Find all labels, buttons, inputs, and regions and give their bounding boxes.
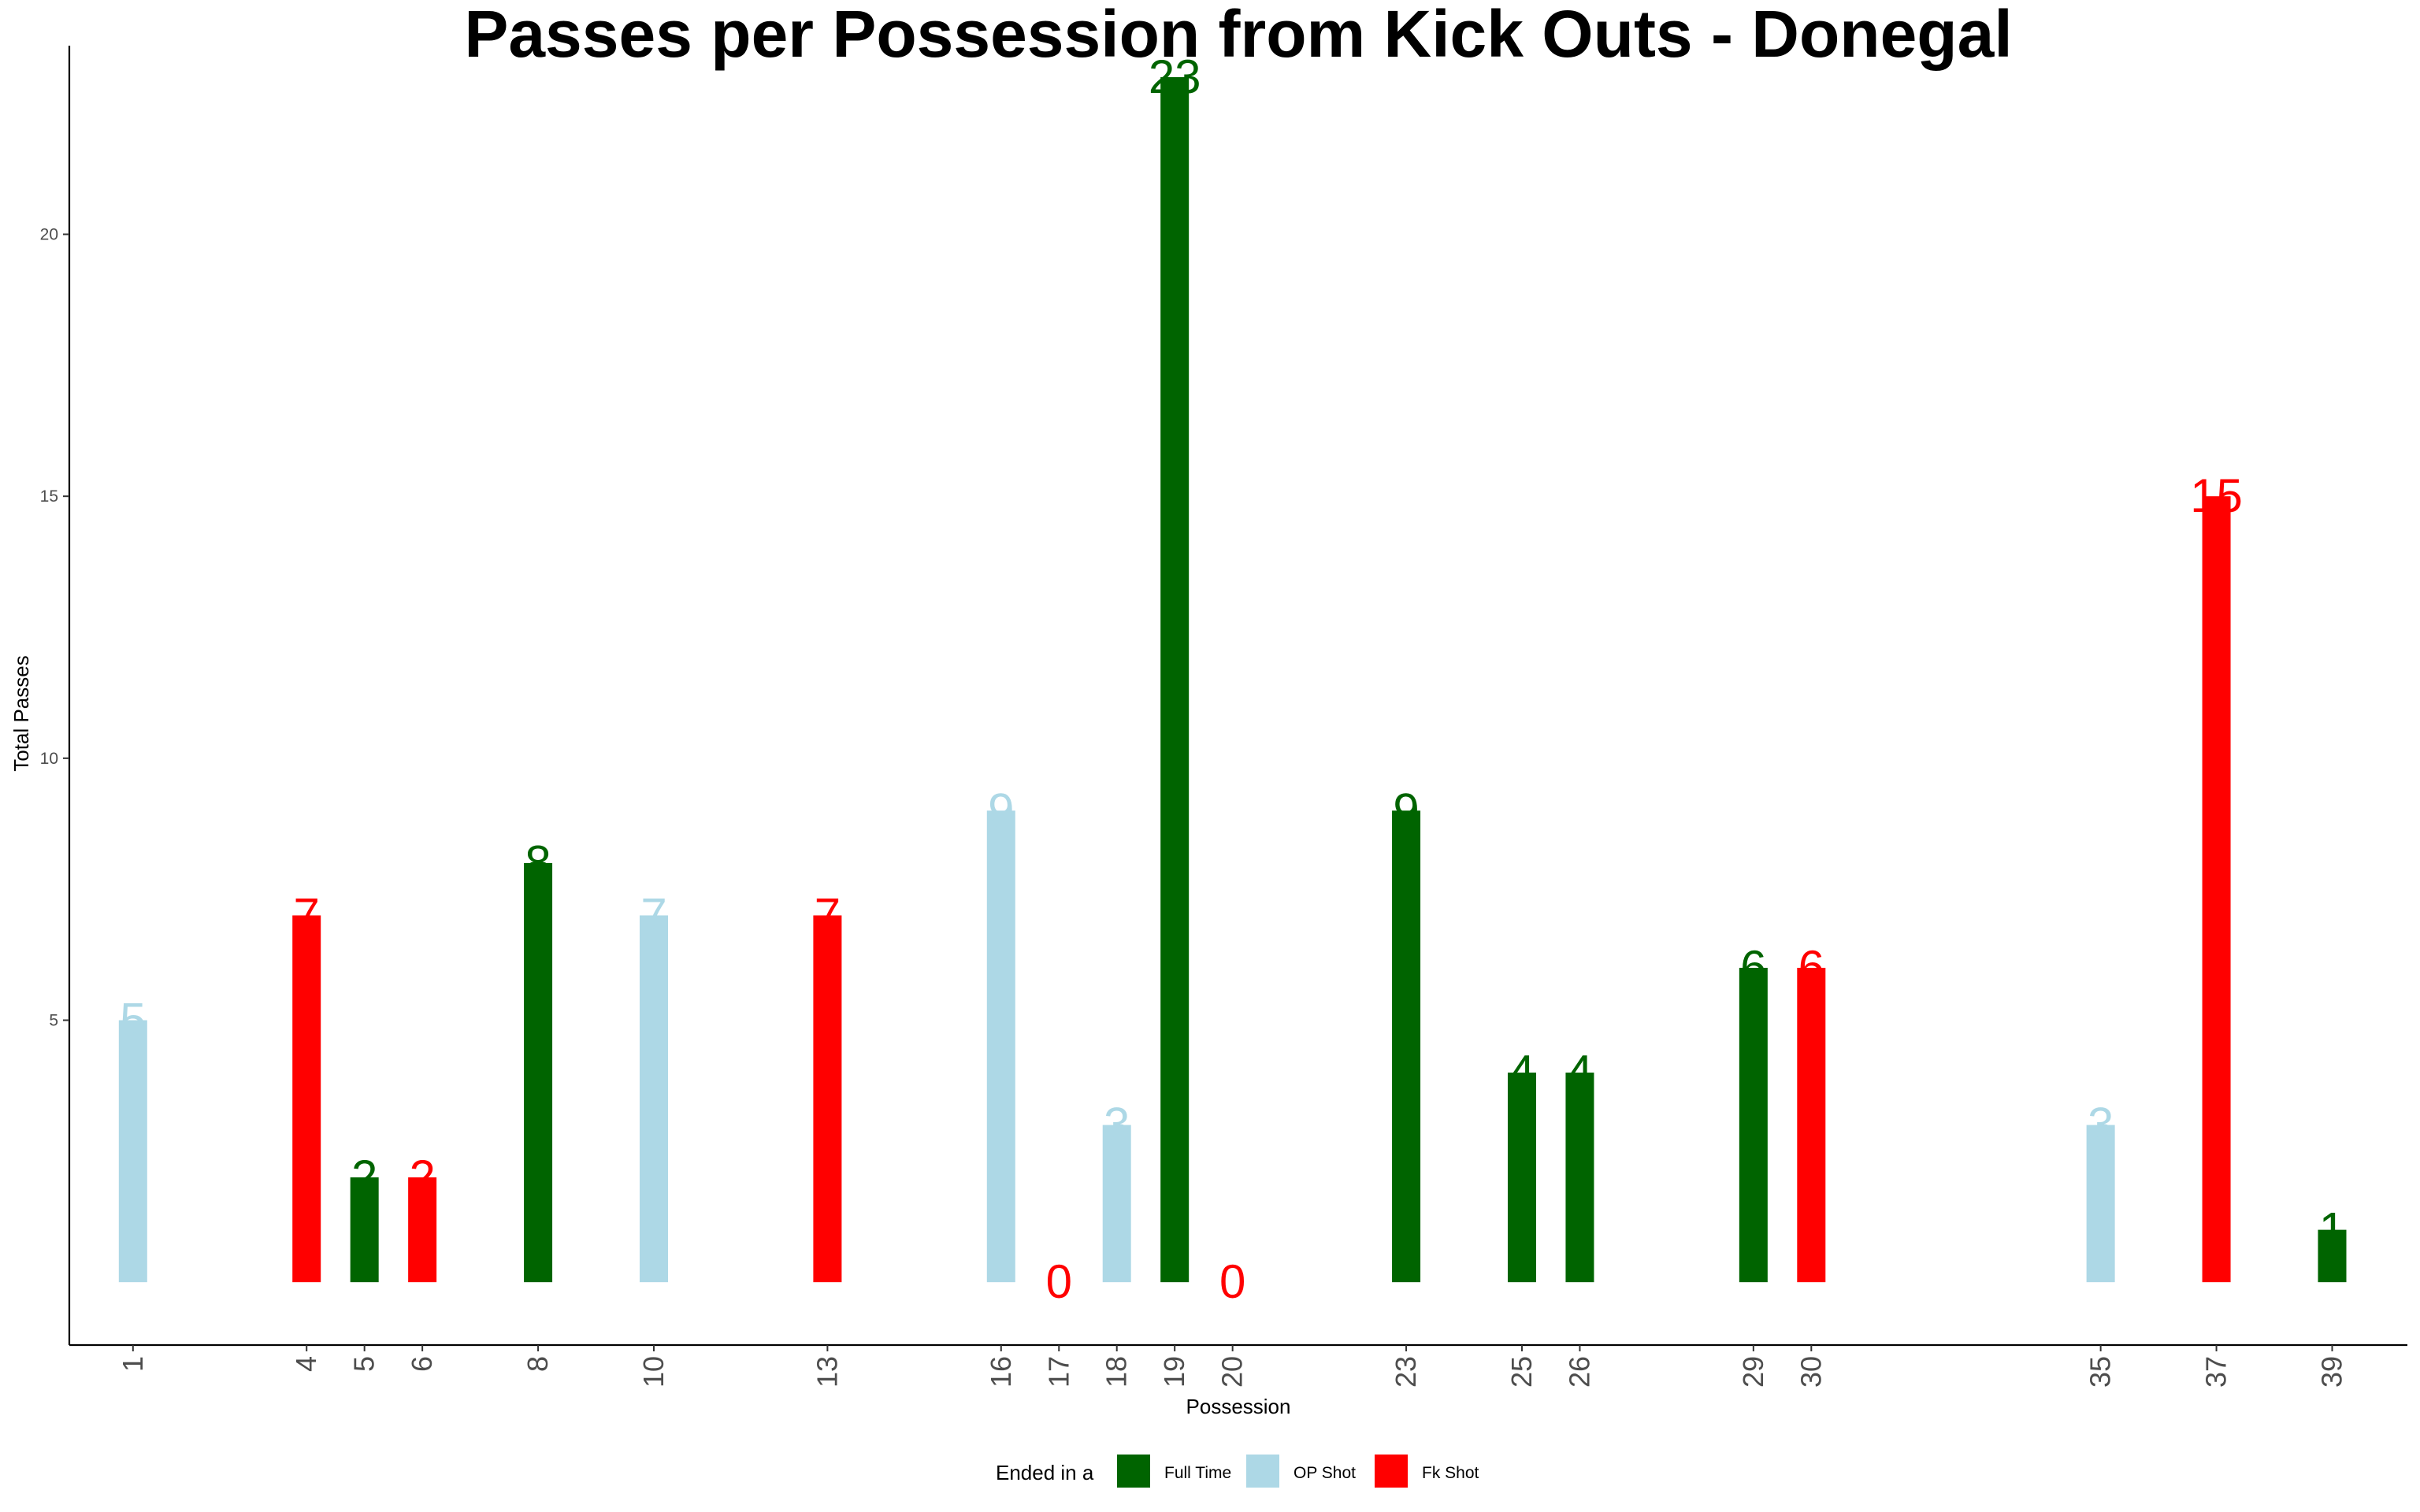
legend-label-full-time: Full Time xyxy=(1164,1464,1231,1482)
bar-possession-1 xyxy=(118,1020,147,1283)
value-label-possession-25: 4 xyxy=(1509,1046,1535,1099)
value-label-possession-8: 8 xyxy=(525,836,551,889)
x-tick-label: 30 xyxy=(1795,1356,1827,1388)
value-label-possession-23: 9 xyxy=(1393,784,1419,836)
value-label-possession-26: 4 xyxy=(1567,1046,1593,1099)
x-tick-label: 25 xyxy=(1505,1356,1538,1388)
x-tick-label: 10 xyxy=(637,1356,670,1388)
x-tick-label: 6 xyxy=(406,1356,438,1372)
bar-possession-10 xyxy=(640,915,668,1283)
x-tick-label: 4 xyxy=(290,1356,322,1372)
value-label-possession-35: 3 xyxy=(2088,1099,2114,1151)
legend-swatch-full-time xyxy=(1117,1455,1150,1488)
x-tick-label: 23 xyxy=(1390,1356,1422,1388)
value-label-possession-29: 6 xyxy=(1740,941,1766,994)
x-tick-label: 5 xyxy=(348,1356,380,1372)
value-label-possession-1: 5 xyxy=(120,994,146,1047)
x-tick-label: 35 xyxy=(2084,1356,2117,1388)
value-label-possession-37: 15 xyxy=(2190,469,2243,522)
bar-possession-35 xyxy=(2086,1125,2115,1283)
bar-possession-8 xyxy=(524,862,553,1283)
x-tick-label: 20 xyxy=(1216,1356,1249,1388)
bar-possession-19 xyxy=(1160,76,1190,1283)
value-label-possession-30: 6 xyxy=(1798,941,1824,994)
value-label-possession-19: 23 xyxy=(1149,50,1201,103)
y-tick-label: 5 xyxy=(49,1012,58,1030)
legend: Ended in a Full Time OP Shot Fk Shot xyxy=(996,1455,1479,1488)
value-label-possession-17: 0 xyxy=(1046,1255,1072,1308)
x-tick-label: 37 xyxy=(2200,1356,2233,1388)
bar-possession-37 xyxy=(2202,496,2231,1283)
value-label-possession-18: 3 xyxy=(1104,1099,1130,1151)
y-tick-label: 20 xyxy=(40,226,58,244)
value-label-possession-4: 7 xyxy=(294,888,320,941)
bar-possession-26 xyxy=(1565,1073,1594,1283)
x-ticks-layer: 1 4 5 6 8 10 13 16 17 18 19 20 23 25 26 29 30 35 37 39 xyxy=(117,1345,2348,1388)
bar-possession-16 xyxy=(986,810,1015,1283)
y-axis-title: Total Passes xyxy=(9,655,33,771)
value-label-possession-13: 7 xyxy=(815,888,841,941)
legend-swatch-op-shot xyxy=(1246,1455,1279,1488)
x-tick-label: 18 xyxy=(1101,1356,1133,1388)
x-tick-label: 8 xyxy=(521,1356,554,1372)
x-tick-label: 1 xyxy=(117,1356,149,1372)
value-label-possession-5: 2 xyxy=(351,1151,377,1203)
bar-possession-23 xyxy=(1392,810,1421,1283)
x-axis-title: Possession xyxy=(1186,1395,1291,1418)
x-tick-label: 39 xyxy=(2315,1356,2348,1388)
legend-title: Ended in a xyxy=(996,1461,1094,1484)
legend-label-op-shot: OP Shot xyxy=(1294,1464,1356,1482)
legend-label-fk-shot: Fk Shot xyxy=(1422,1464,1479,1482)
y-tick-label: 15 xyxy=(40,487,58,506)
x-tick-label: 13 xyxy=(811,1356,843,1388)
bar-possession-6 xyxy=(408,1177,437,1283)
value-label-possession-39: 1 xyxy=(2319,1203,2345,1256)
bar-possession-30 xyxy=(1797,967,1826,1283)
x-tick-label: 26 xyxy=(1563,1356,1595,1388)
y-tick-label: 10 xyxy=(40,750,58,768)
legend-items: Full Time OP Shot Fk Shot xyxy=(1117,1455,1479,1488)
bars-layer xyxy=(118,76,2347,1283)
x-tick-label: 29 xyxy=(1737,1356,1769,1388)
value-labels-layer: 5 7 2 2 8 7 7 9 0 3 23 0 9 4 4 6 6 3 15 1 xyxy=(120,50,2345,1308)
legend-swatch-fk-shot xyxy=(1375,1455,1408,1488)
value-label-possession-6: 2 xyxy=(409,1151,435,1203)
bar-possession-25 xyxy=(1507,1073,1536,1283)
x-tick-label: 16 xyxy=(985,1356,1017,1388)
y-ticks-layer: 5 10 15 20 xyxy=(40,226,69,1030)
bar-possession-4 xyxy=(292,915,321,1283)
x-tick-label: 19 xyxy=(1158,1356,1190,1388)
x-tick-label: 17 xyxy=(1042,1356,1075,1388)
value-label-possession-16: 9 xyxy=(988,784,1014,836)
bar-possession-18 xyxy=(1102,1125,1131,1283)
bar-possession-39 xyxy=(2318,1229,2347,1283)
bar-possession-29 xyxy=(1739,967,1768,1283)
value-label-possession-10: 7 xyxy=(640,888,666,941)
value-label-possession-20: 0 xyxy=(1219,1255,1245,1308)
bar-possession-5 xyxy=(350,1177,379,1283)
chart-title: Passes per Possession from Kick Outs - D… xyxy=(464,0,2012,71)
bar-possession-13 xyxy=(813,915,842,1283)
